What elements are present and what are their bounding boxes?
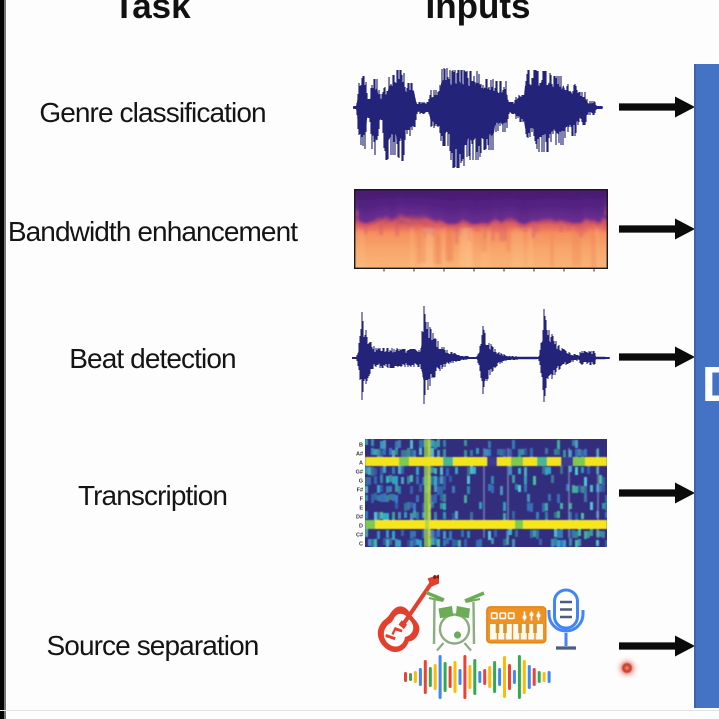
svg-text:E: E [359,506,363,512]
svg-text:C#: C# [356,533,363,539]
svg-text:F#: F# [357,488,363,494]
svg-text:G: G [359,479,363,485]
svg-text:A#: A# [356,452,363,458]
svg-text:B: B [359,443,363,449]
svg-text:F: F [360,497,364,503]
svg-text:A: A [359,461,363,467]
svg-text:G#: G# [356,470,363,476]
svg-text:C: C [359,542,363,548]
svg-text:D: D [359,524,363,530]
svg-text:D#: D# [356,515,363,521]
